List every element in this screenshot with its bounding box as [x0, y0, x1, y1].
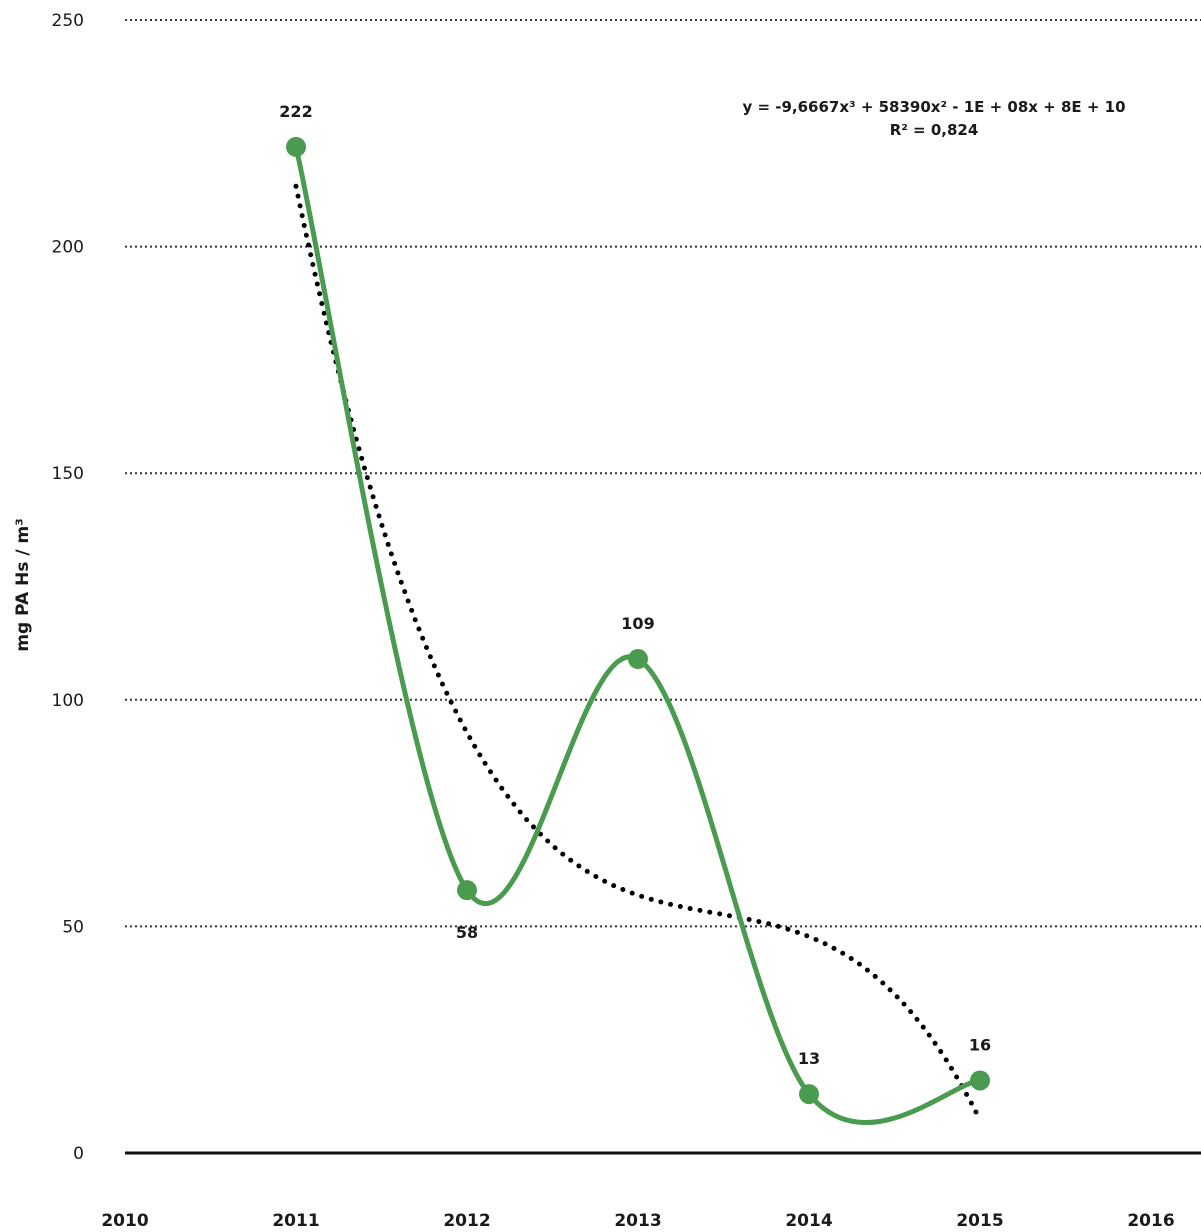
x-tick-labels: 2010 2011 2012 2013 2014 2015 2016	[101, 1211, 1174, 1231]
data-label: 13	[798, 1049, 820, 1068]
data-point	[799, 1084, 819, 1105]
trendline-path	[293, 183, 983, 1123]
trendline-r-squared: R² = 0,824	[890, 121, 979, 139]
data-label: 222	[279, 102, 312, 121]
y-tick-label: 0	[73, 1144, 84, 1164]
data-label: 109	[621, 614, 654, 633]
x-tick-label: 2016	[1127, 1211, 1174, 1231]
y-tick-label: 150	[52, 464, 84, 484]
y-tick-label: 250	[52, 11, 84, 31]
y-tick-label: 50	[62, 917, 84, 937]
series-line-path	[293, 144, 983, 1126]
data-labels: 222 58 109 13 16	[279, 102, 991, 1068]
gridlines	[125, 19, 1201, 928]
y-tick-labels: 0 50 100 150 200 250	[52, 11, 84, 1164]
x-tick-label: 2014	[785, 1211, 832, 1231]
x-tick-label: 2011	[272, 1211, 319, 1231]
data-label: 16	[969, 1035, 991, 1054]
data-point	[970, 1070, 990, 1091]
data-point	[628, 649, 648, 670]
series-line	[293, 144, 983, 1126]
trendline	[293, 183, 983, 1123]
trendline-equation: y = -9,6667x³ + 58390x² - 1E + 08x + 8E …	[742, 98, 1125, 116]
y-tick-label: 200	[52, 238, 84, 258]
y-tick-label: 100	[52, 691, 84, 711]
data-points	[286, 136, 990, 1105]
x-tick-label: 2013	[614, 1211, 661, 1231]
x-tick-label: 2012	[443, 1211, 490, 1231]
x-tick-label: 2010	[101, 1211, 148, 1231]
data-point	[457, 880, 477, 901]
data-point	[286, 136, 306, 157]
data-label: 58	[456, 923, 478, 942]
x-tick-label: 2015	[956, 1211, 1003, 1231]
y-axis-title: mg PA Hs / m³	[13, 518, 33, 651]
